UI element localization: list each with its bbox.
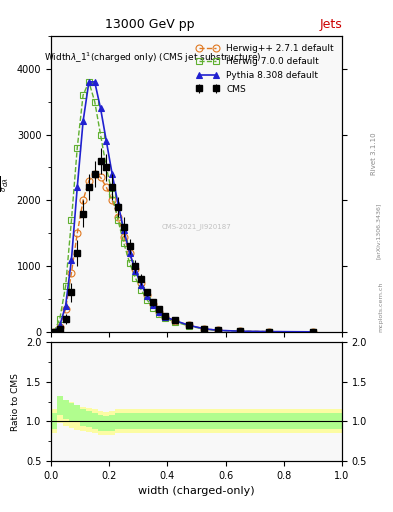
Pythia 8.308 default	[162, 313, 167, 319]
Herwig 7.0.0 default	[116, 217, 120, 223]
Herwig 7.0.0 default	[63, 283, 68, 289]
Herwig 7.0.0 default	[104, 164, 109, 170]
Herwig 7.0.0 default	[110, 190, 114, 197]
Pythia 8.308 default	[173, 317, 177, 324]
Herwig++ 2.7.1 default	[216, 327, 221, 333]
Herwig 7.0.0 default	[133, 275, 138, 281]
Herwig 7.0.0 default	[162, 315, 167, 321]
Pythia 8.308 default	[267, 329, 272, 335]
Text: mcplots.cern.ch: mcplots.cern.ch	[378, 282, 383, 332]
Herwig++ 2.7.1 default	[187, 323, 192, 329]
Pythia 8.308 default	[187, 323, 192, 329]
Pythia 8.308 default	[92, 79, 97, 85]
Herwig 7.0.0 default	[145, 296, 149, 303]
Herwig++ 2.7.1 default	[310, 329, 315, 335]
Herwig++ 2.7.1 default	[151, 301, 155, 307]
Pythia 8.308 default	[202, 326, 206, 332]
Herwig++ 2.7.1 default	[267, 329, 272, 335]
Herwig++ 2.7.1 default	[98, 174, 103, 180]
Herwig++ 2.7.1 default	[173, 318, 177, 324]
Line: Herwig 7.0.0 default: Herwig 7.0.0 default	[51, 78, 316, 335]
Pythia 8.308 default	[98, 105, 103, 111]
Pythia 8.308 default	[75, 184, 80, 190]
Pythia 8.308 default	[69, 257, 74, 263]
Herwig++ 2.7.1 default	[116, 214, 120, 220]
Herwig 7.0.0 default	[216, 328, 221, 334]
Herwig 7.0.0 default	[139, 287, 143, 293]
Pythia 8.308 default	[116, 201, 120, 207]
Pythia 8.308 default	[216, 327, 221, 333]
Text: 13000 GeV pp: 13000 GeV pp	[105, 18, 194, 31]
Text: CMS-2021_JI920187: CMS-2021_JI920187	[162, 223, 231, 230]
Herwig 7.0.0 default	[310, 329, 315, 335]
Herwig 7.0.0 default	[69, 217, 74, 223]
Pythia 8.308 default	[86, 79, 91, 85]
Herwig++ 2.7.1 default	[110, 197, 114, 203]
Herwig 7.0.0 default	[267, 329, 272, 335]
Pythia 8.308 default	[104, 138, 109, 144]
Herwig 7.0.0 default	[81, 92, 85, 98]
Line: Herwig++ 2.7.1 default: Herwig++ 2.7.1 default	[51, 170, 316, 335]
Herwig++ 2.7.1 default	[81, 197, 85, 203]
Herwig++ 2.7.1 default	[121, 233, 126, 240]
Herwig++ 2.7.1 default	[145, 292, 149, 298]
Pythia 8.308 default	[238, 328, 242, 334]
Herwig 7.0.0 default	[92, 99, 97, 105]
Herwig++ 2.7.1 default	[75, 230, 80, 237]
Herwig 7.0.0 default	[57, 316, 62, 322]
Pythia 8.308 default	[133, 268, 138, 274]
Pythia 8.308 default	[110, 171, 114, 177]
Herwig 7.0.0 default	[151, 305, 155, 311]
Pythia 8.308 default	[63, 303, 68, 309]
Herwig++ 2.7.1 default	[57, 324, 62, 330]
Legend: Herwig++ 2.7.1 default, Herwig 7.0.0 default, Pythia 8.308 default, CMS: Herwig++ 2.7.1 default, Herwig 7.0.0 def…	[193, 40, 338, 97]
Herwig++ 2.7.1 default	[92, 171, 97, 177]
Herwig 7.0.0 default	[173, 318, 177, 325]
Herwig++ 2.7.1 default	[63, 306, 68, 312]
Text: Width$\lambda$_1$^1$(charged only) (CMS jet substructure): Width$\lambda$_1$^1$(charged only) (CMS …	[44, 51, 261, 65]
Line: Pythia 8.308 default: Pythia 8.308 default	[51, 78, 316, 335]
Herwig 7.0.0 default	[98, 132, 103, 138]
Pythia 8.308 default	[151, 302, 155, 308]
Pythia 8.308 default	[139, 282, 143, 288]
Text: Rivet 3.1.10: Rivet 3.1.10	[371, 132, 377, 175]
Herwig++ 2.7.1 default	[51, 329, 56, 335]
Herwig++ 2.7.1 default	[86, 178, 91, 184]
Pythia 8.308 default	[57, 323, 62, 329]
Pythia 8.308 default	[156, 309, 161, 315]
Herwig 7.0.0 default	[51, 329, 56, 335]
Y-axis label: Ratio to CMS: Ratio to CMS	[11, 373, 20, 431]
Herwig++ 2.7.1 default	[139, 280, 143, 286]
Y-axis label: $\frac{1}{\sigma}\frac{d\sigma}{d\lambda}$: $\frac{1}{\sigma}\frac{d\sigma}{d\lambda…	[0, 176, 11, 192]
Herwig 7.0.0 default	[86, 79, 91, 85]
Herwig++ 2.7.1 default	[127, 250, 132, 256]
Pythia 8.308 default	[310, 329, 315, 335]
Herwig++ 2.7.1 default	[238, 328, 242, 334]
Pythia 8.308 default	[51, 329, 56, 335]
Herwig++ 2.7.1 default	[133, 266, 138, 272]
Herwig++ 2.7.1 default	[162, 314, 167, 320]
Pythia 8.308 default	[121, 227, 126, 233]
Herwig++ 2.7.1 default	[202, 326, 206, 332]
Herwig 7.0.0 default	[127, 260, 132, 266]
Herwig 7.0.0 default	[202, 326, 206, 332]
X-axis label: width (charged-only): width (charged-only)	[138, 486, 255, 496]
Text: Jets: Jets	[319, 18, 342, 31]
Herwig++ 2.7.1 default	[104, 184, 109, 190]
Pythia 8.308 default	[145, 293, 149, 299]
Herwig 7.0.0 default	[121, 240, 126, 246]
Herwig 7.0.0 default	[156, 310, 161, 316]
Pythia 8.308 default	[127, 250, 132, 256]
Herwig 7.0.0 default	[238, 328, 242, 334]
Herwig 7.0.0 default	[75, 145, 80, 151]
Herwig 7.0.0 default	[187, 323, 192, 329]
Herwig++ 2.7.1 default	[156, 309, 161, 315]
Pythia 8.308 default	[81, 118, 85, 124]
Text: [arXiv:1306.3436]: [arXiv:1306.3436]	[376, 202, 381, 259]
Herwig++ 2.7.1 default	[69, 270, 74, 276]
